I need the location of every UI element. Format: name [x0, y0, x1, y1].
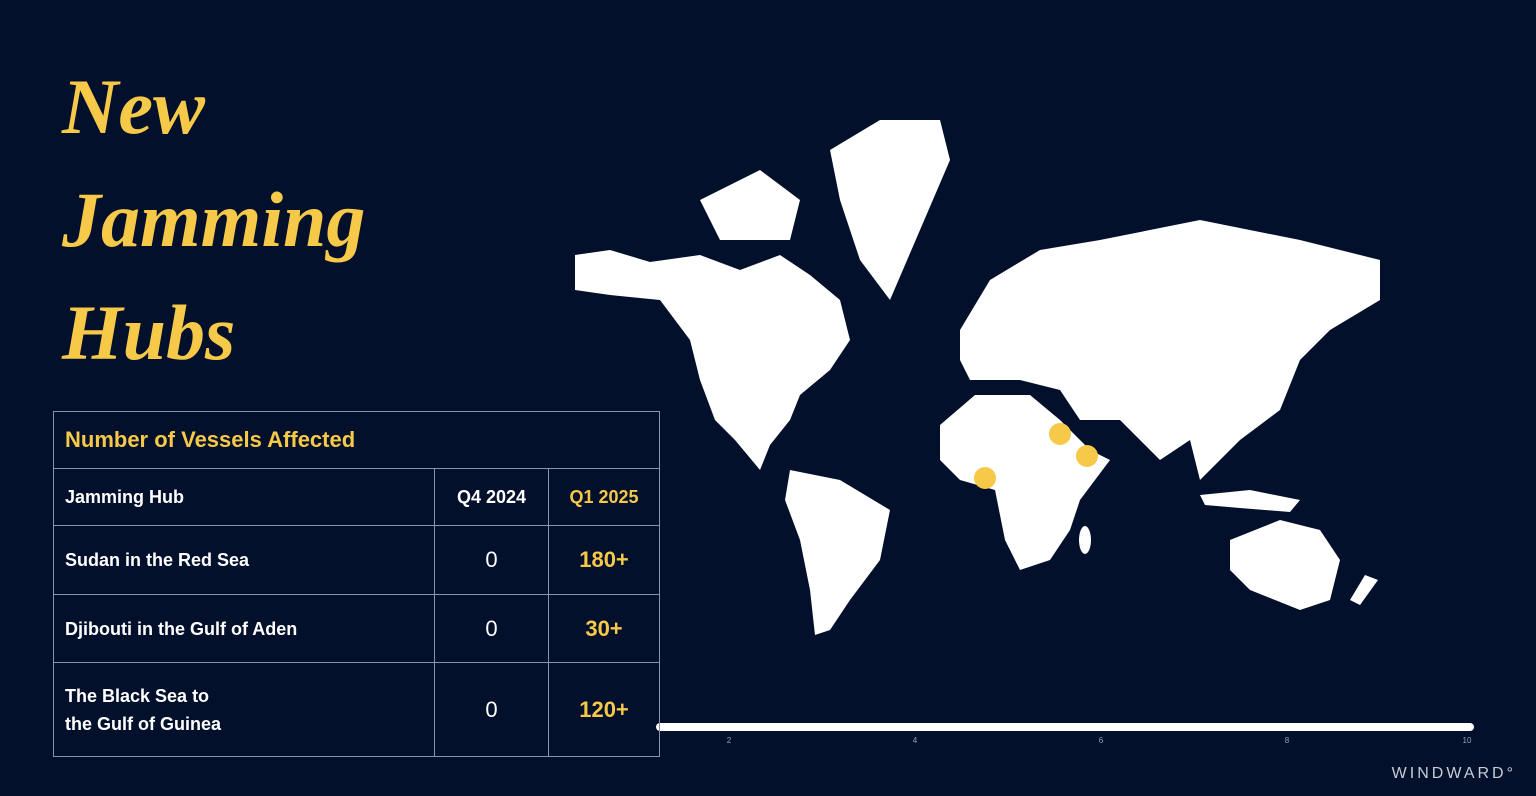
title: New Jamming Hubs: [62, 50, 365, 389]
north-america: [575, 250, 850, 470]
hub-name: the Gulf of Guinea: [65, 713, 221, 734]
hub-name: The Black Sea to: [65, 685, 210, 706]
hub-name: Sudan in the Red Sea: [65, 550, 250, 570]
q1-value: 30+: [548, 594, 660, 663]
scale-tick-label: 4: [913, 736, 918, 745]
table-title: Number of Vessels Affected: [53, 411, 660, 469]
hub-cell: Djibouti in the Gulf of Aden: [53, 594, 435, 663]
scale-ticks: 2 4 6 8 10: [727, 736, 1472, 745]
table-row: Sudan in the Red Sea 0 180+: [53, 525, 660, 595]
australia: [1230, 520, 1340, 610]
hub-name: Djibouti in the Gulf of Aden: [65, 618, 298, 639]
south-america: [785, 470, 890, 635]
new-zealand: [1350, 575, 1378, 605]
column-header: Q1 2025: [548, 468, 660, 526]
scale-tick-label: 2: [727, 736, 732, 745]
indonesia: [1200, 490, 1300, 512]
brand-logo: WINDWARD°: [1391, 765, 1516, 782]
scale-tick-label: 10: [1463, 736, 1472, 745]
table-row: Djibouti in the Gulf of Aden 0 30+: [53, 594, 660, 663]
title-line: Jamming: [62, 176, 366, 263]
eurasia: [960, 220, 1380, 480]
title-line: Hubs: [62, 289, 236, 376]
title-line: New: [62, 63, 205, 150]
q1-value: 180+: [548, 525, 660, 595]
q1-value: 120+: [548, 662, 660, 757]
hub-markers: [974, 423, 1098, 489]
column-header: Jamming Hub: [53, 468, 435, 526]
table-body: Sudan in the Red Sea 0 180+ Djibouti in the…: [53, 525, 660, 757]
hub-marker: [1076, 445, 1098, 467]
scale-tick-label: 8: [1285, 736, 1290, 745]
hub-cell: The Black Sea to the Gulf of Guinea: [53, 662, 435, 757]
hub-marker: [1049, 423, 1071, 445]
madagascar: [1079, 526, 1091, 554]
table-row: The Black Sea to the Gulf of Guinea 0 120+: [53, 662, 660, 757]
hub-cell: Sudan in the Red Sea: [53, 525, 435, 595]
continents: [575, 120, 1380, 635]
scale-tick-label: 6: [1099, 736, 1104, 745]
q4-value: 0: [434, 662, 549, 757]
arctic-islands: [700, 170, 800, 240]
hub-marker: [974, 467, 996, 489]
greenland: [830, 120, 950, 300]
q4-value: 0: [434, 594, 549, 663]
column-header: Q4 2024: [434, 468, 549, 526]
vessels-table: Number of Vessels Affected Jamming Hub Q…: [53, 411, 660, 757]
q4-value: 0: [434, 525, 549, 595]
